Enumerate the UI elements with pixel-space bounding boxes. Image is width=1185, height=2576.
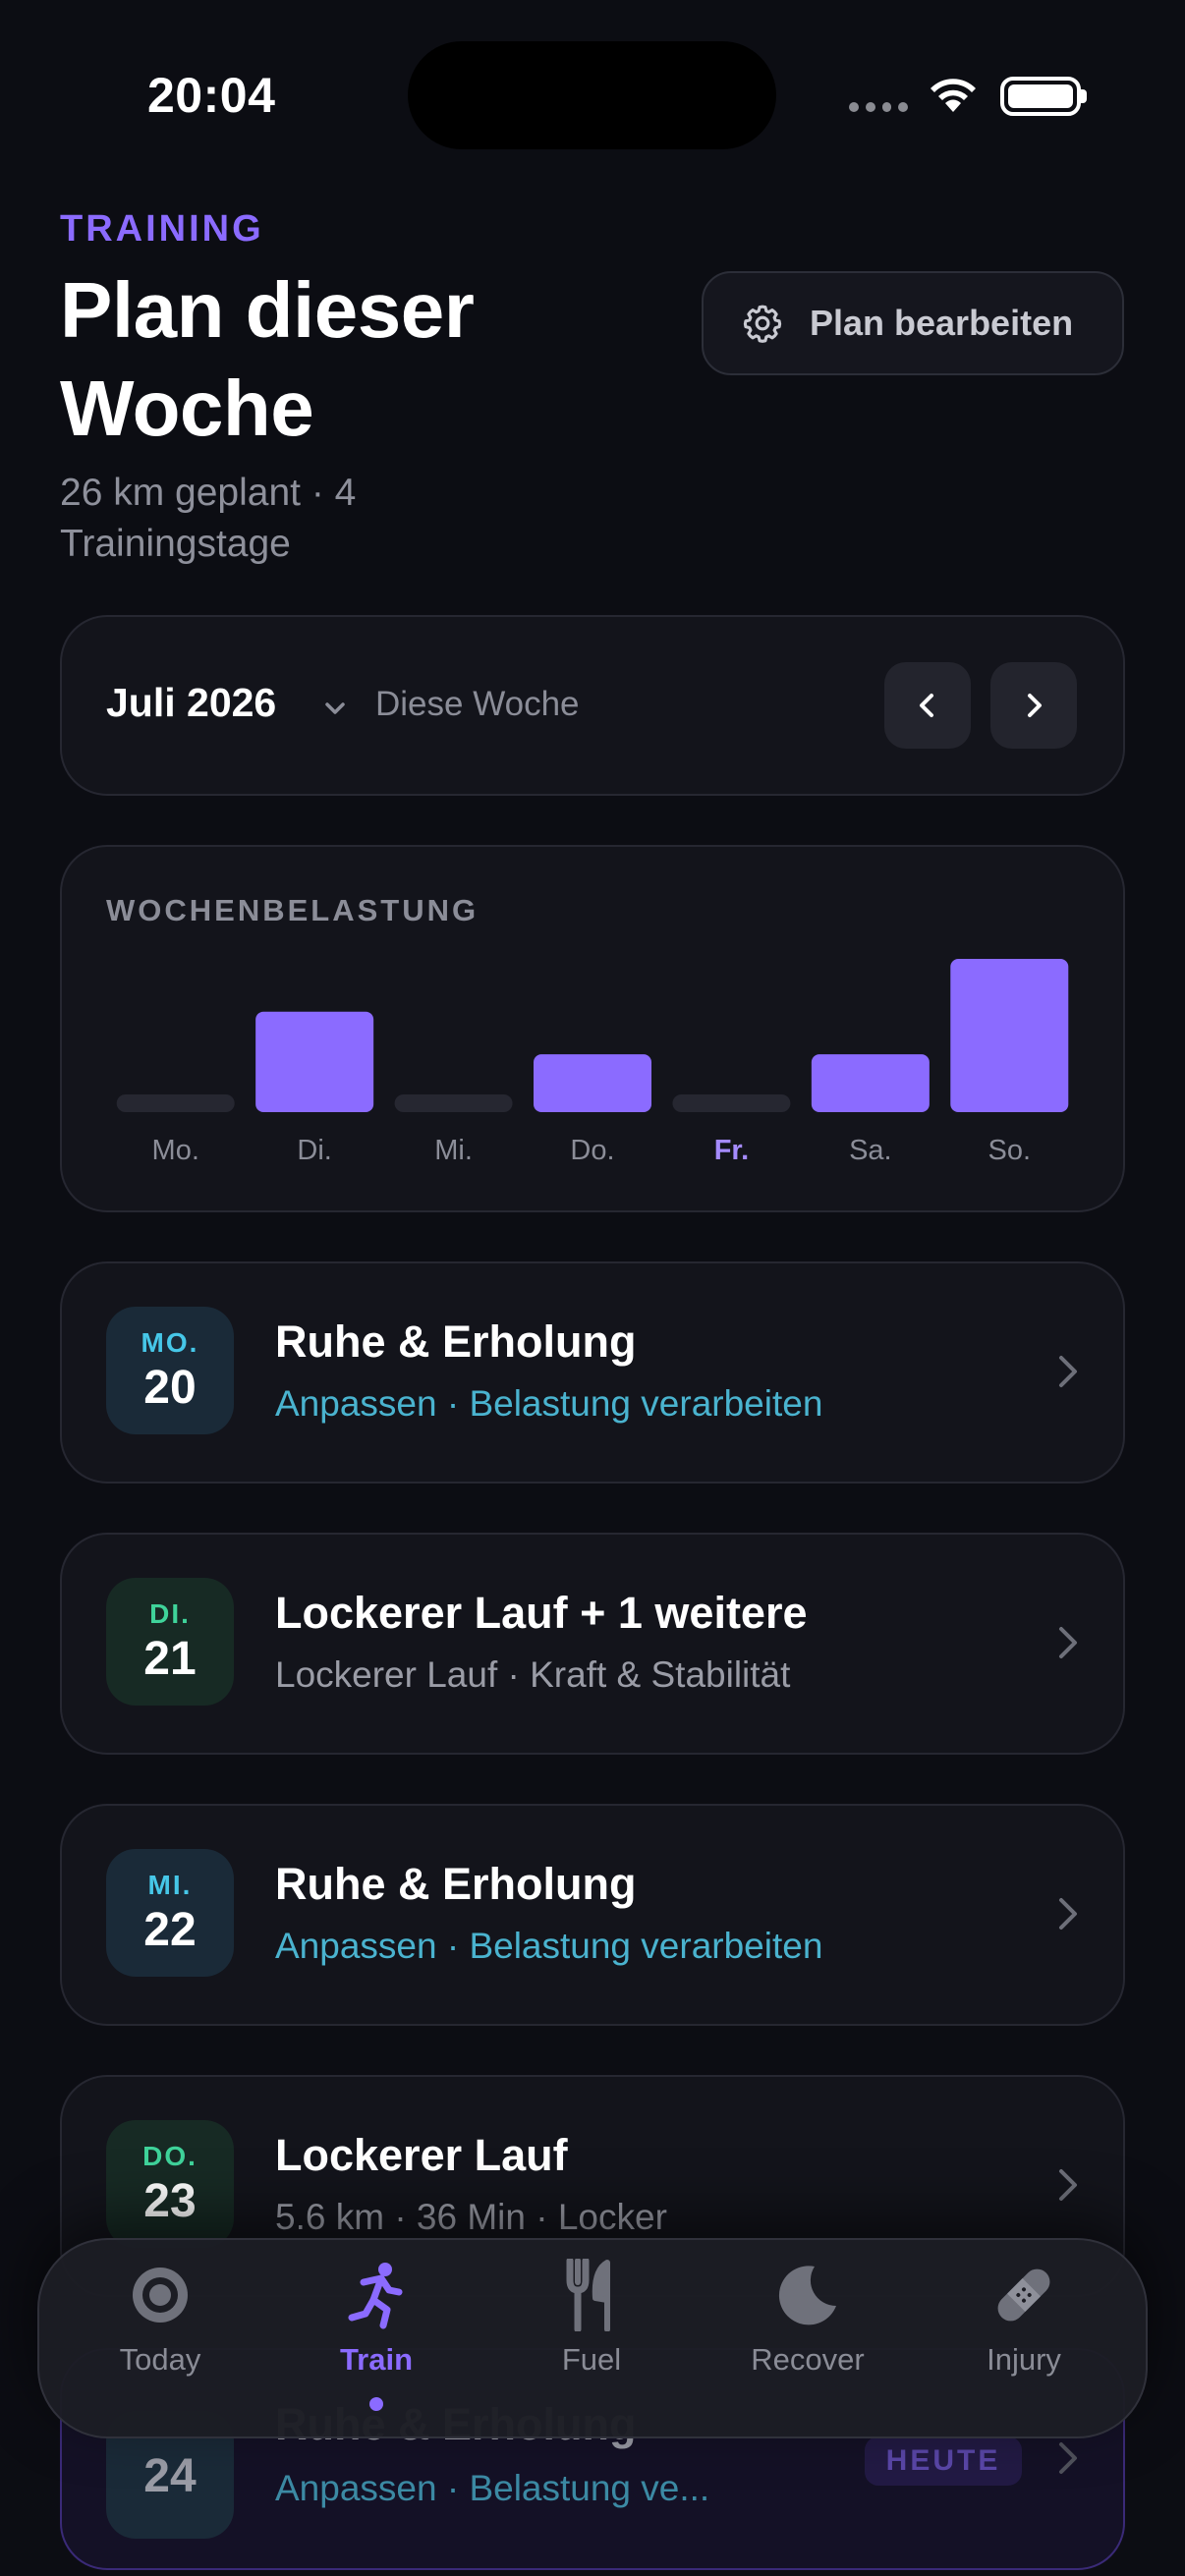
- day-tick-label: So.: [988, 1135, 1032, 1166]
- week-label: Diese Woche: [375, 685, 580, 723]
- weekly-load-title: WOCHENBELASTUNG: [106, 893, 480, 927]
- day-card[interactable]: [60, 1533, 1125, 1755]
- bandage-icon: [987, 2258, 1061, 2332]
- chevron-right-icon: [1059, 1898, 1077, 1930]
- running-icon: [339, 2258, 414, 2332]
- chevron-right-icon: [1059, 1356, 1077, 1387]
- day-tick-label: Mi.: [434, 1135, 473, 1166]
- tab-label: Injury: [987, 2342, 1061, 2377]
- tab-label: Fuel: [561, 2342, 622, 2377]
- date-number: 20: [143, 1361, 197, 1414]
- date-number: 24: [143, 2449, 197, 2502]
- battery-tip: [1081, 89, 1087, 103]
- tab-label: Train: [339, 2342, 414, 2377]
- moon-icon: [770, 2258, 845, 2332]
- active-tab-indicator: [369, 2397, 383, 2411]
- weekly-load-card: [60, 845, 1125, 1212]
- date-badge: DO. 23: [106, 2120, 234, 2248]
- chevron-right-icon: [1059, 1627, 1077, 1658]
- tab-recover[interactable]: Recover: [719, 2258, 896, 2425]
- day-subtitle: 5.6 km · 36 Min · Locker: [275, 2197, 667, 2237]
- day-card[interactable]: [60, 1804, 1125, 2026]
- day-title: Lockerer Lauf: [275, 2130, 568, 2180]
- load-bar-6: [950, 959, 1069, 1112]
- tab-train[interactable]: Train: [288, 2258, 465, 2425]
- weekday-label: MI.: [147, 1869, 193, 1900]
- plan-summary: 26 km geplant · 4 Trainingstage: [60, 472, 357, 565]
- next-week-button[interactable]: [990, 662, 1077, 749]
- tab-label: Recover: [751, 2342, 865, 2377]
- dynamic-island: [408, 41, 776, 149]
- load-bar-1: [255, 1011, 374, 1112]
- date-badge: MI. 22: [106, 1849, 234, 1977]
- weekday-label: MO.: [141, 1326, 199, 1358]
- load-bar-2: [394, 1094, 513, 1112]
- load-bar-5: [811, 1054, 930, 1112]
- tab-bar: [37, 2238, 1148, 2438]
- battery-icon: [1000, 77, 1081, 116]
- target-icon: [123, 2258, 198, 2332]
- tab-injury[interactable]: Injury: [935, 2258, 1112, 2425]
- day-subtitle: Anpassen · Belastung verarbeiten: [275, 1926, 823, 1966]
- day-tick-label: Di.: [297, 1135, 331, 1166]
- today-badge: HEUTE: [865, 2436, 1022, 2486]
- chevron-right-icon: [1028, 694, 1042, 717]
- day-title: Ruhe & Erholung: [275, 1859, 637, 1909]
- wifi-icon: [931, 79, 976, 112]
- day-tick-label: Mo.: [152, 1135, 199, 1166]
- day-subtitle: Lockerer Lauf · Kraft & Stabilität: [275, 1654, 791, 1695]
- chevron-right-icon: [1059, 2442, 1077, 2474]
- weekly-load-chart: Mo. Di. Mi. Do. Fr. Sa. So.: [116, 959, 1069, 1166]
- tab-today[interactable]: Today: [72, 2258, 249, 2425]
- day-tick-label: Sa.: [849, 1135, 892, 1166]
- edit-plan-label: Plan bearbeiten: [810, 303, 1074, 343]
- date-number: 23: [143, 2174, 197, 2227]
- chevron-down-icon[interactable]: [320, 694, 350, 723]
- day-subtitle: Anpassen · Belastung ve...: [275, 2468, 710, 2508]
- weekday-label: DO.: [142, 2140, 198, 2171]
- chevron-left-icon: [920, 694, 933, 717]
- date-number: 22: [143, 1903, 197, 1956]
- day-card[interactable]: [60, 1261, 1125, 1484]
- load-bar-4: [672, 1094, 791, 1112]
- date-badge: MO. 20: [106, 1307, 234, 1434]
- day-title: Ruhe & Erholung: [275, 1316, 637, 1367]
- edit-plan-button[interactable]: Plan bearbeiten: [702, 271, 1124, 375]
- day-tick-label: Do.: [570, 1135, 614, 1166]
- load-bar-0: [116, 1094, 235, 1112]
- day-title: Lockerer Lauf + 1 weitere: [275, 1588, 808, 1638]
- page-title: Plan dieser Woche: [60, 266, 475, 452]
- day-tick-label: Fr.: [714, 1135, 749, 1166]
- fork-knife-icon: [554, 2258, 629, 2332]
- weekday-label: DI.: [149, 1597, 191, 1629]
- month-dropdown[interactable]: Juli 2026: [106, 680, 277, 725]
- date-number: 21: [143, 1632, 197, 1685]
- tab-label: Today: [119, 2342, 201, 2377]
- cellular-signal-icon: [849, 102, 908, 116]
- previous-week-button[interactable]: [884, 662, 971, 749]
- status-time: 20:04: [147, 68, 276, 123]
- day-subtitle: Anpassen · Belastung verarbeiten: [275, 1383, 823, 1424]
- tab-fuel[interactable]: Fuel: [503, 2258, 680, 2425]
- load-bar-3: [534, 1054, 651, 1112]
- section-eyebrow: TRAINING: [60, 208, 264, 250]
- gear-icon: [743, 305, 782, 343]
- chevron-right-icon: [1059, 2169, 1077, 2201]
- date-badge: DI. 21: [106, 1578, 234, 1706]
